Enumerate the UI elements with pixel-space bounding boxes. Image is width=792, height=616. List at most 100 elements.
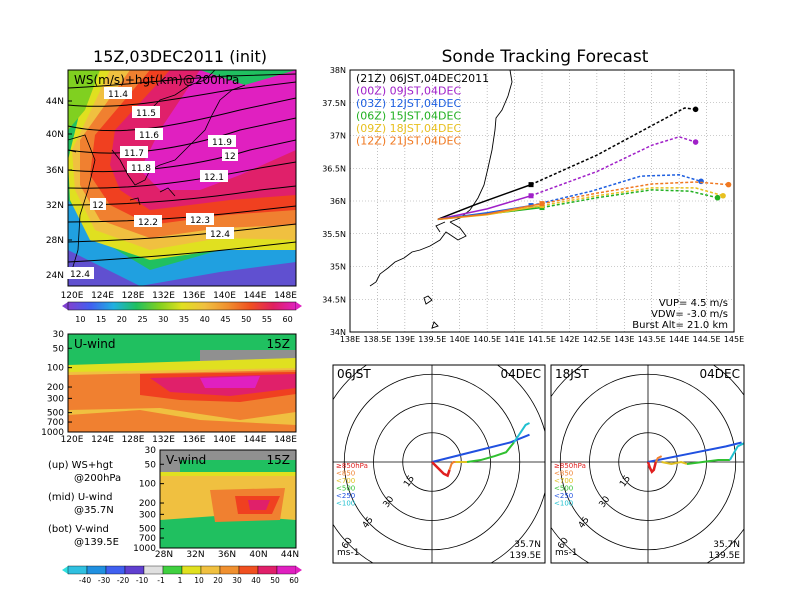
- contour-label: 11.6: [139, 131, 159, 141]
- map-lat-tick: 44N: [46, 97, 64, 107]
- track-lines: [437, 106, 732, 221]
- hodograph-legend-item: <850: [554, 470, 573, 478]
- track-line-dashed: [541, 187, 724, 207]
- hodograph-frame: [550, 364, 745, 564]
- contour-label: 12.3: [190, 216, 210, 226]
- ws-colorbar-label: 25: [137, 315, 147, 324]
- uwind-p-tick: 30: [53, 330, 65, 340]
- track-lon-tick: 139E: [395, 335, 415, 344]
- track-lat-tick: 34N: [330, 328, 346, 337]
- wind-colorbar-label: 60: [289, 576, 299, 585]
- hodograph-unit: ms-1: [337, 548, 359, 558]
- legend-mid: (mid) U-wind: [48, 492, 112, 503]
- left-title: 15Z,03DEC2011 (init): [93, 47, 267, 66]
- track-lon-tick: 141.5E: [528, 335, 556, 344]
- track-lat-tick: 38N: [330, 66, 346, 75]
- wind-colorbar: [62, 565, 302, 575]
- hodograph-segment: [513, 422, 530, 444]
- track-lat-tick: 36.5N: [322, 164, 346, 173]
- ws-map-frame: [67, 69, 297, 287]
- contour-label-box: [104, 87, 132, 99]
- map-lon-tick: 136E: [183, 291, 206, 301]
- hodograph-legend-item: <250: [554, 492, 573, 500]
- track-legend: (21Z) 06JST,04DEC2011(00Z) 09JST,04DEC(0…: [356, 72, 489, 148]
- contour-label: 12.4: [210, 230, 230, 240]
- contour-label-box: [135, 128, 163, 140]
- map-lat-tick: 24N: [46, 271, 64, 281]
- contour-label: 11.8: [131, 164, 151, 174]
- track-line-solid: [437, 195, 532, 221]
- hodograph-segment: [654, 455, 663, 463]
- uwind-p-tick: 100: [47, 364, 64, 374]
- hodograph-lat: 35.7N: [713, 540, 740, 550]
- wind-colorbar-cell: [124, 565, 145, 575]
- hodograph-legend-item: ≥850hPa: [554, 462, 586, 470]
- uwind-band-pink: [200, 376, 260, 388]
- contour-labels: 11.4 11.5 11.6 11.7 11.8 11.9 12 12 12.1 12.2 12.3…: [66, 87, 238, 280]
- track-lat-ticks: 38N 37.5N 37N 36.5N 36N 35.5N 35N 34.5N 34N: [322, 66, 346, 337]
- wind-colorbar-label: -40: [79, 576, 91, 585]
- wind-colorbar-label: -20: [117, 576, 129, 585]
- wind-colorbar-label: -1: [157, 576, 165, 585]
- param-burst: Burst Alt= 21.0 km: [632, 320, 728, 331]
- hodograph-ring-label: 45: [361, 515, 376, 530]
- track-lat-tick: 36N: [330, 197, 346, 206]
- track-legend-item: (06Z) 15JST,04DEC: [356, 110, 461, 123]
- track-lon-tick: 138E: [340, 335, 360, 344]
- track-lon-tick: 139.5E: [418, 335, 446, 344]
- wind-colorbar-label: 1: [178, 576, 183, 585]
- uwind-lon-tick: 132E: [152, 435, 175, 445]
- hodograph-segment: [431, 461, 451, 478]
- uwind-lon-tick: 148E: [274, 435, 297, 445]
- wind-colorbar-cell: [86, 565, 107, 575]
- track-landing-marker: [714, 194, 721, 201]
- uwind-lon-tick: 120E: [61, 435, 84, 445]
- track-line-dashed: [541, 181, 729, 205]
- track-landing-marker: [725, 181, 732, 188]
- wind-colorbar-label: 50: [270, 576, 280, 585]
- vwind-p-tick: 30: [145, 446, 157, 456]
- contour-label: 12: [92, 201, 103, 211]
- ws-band-nw: [68, 70, 100, 130]
- ws-colorbar-label: 10: [75, 315, 85, 324]
- wind-colorbar-cell: [200, 565, 221, 575]
- track-legend-item: (09Z) 18JST,04DEC: [356, 122, 461, 135]
- track-coastline: [369, 69, 513, 329]
- map-lon-tick: 124E: [91, 291, 114, 301]
- uwind-frame: [67, 333, 297, 433]
- hgt-contours: [68, 73, 296, 263]
- wind-colorbar-label: -10: [136, 576, 148, 585]
- ws-colorbar-label: 20: [117, 315, 127, 324]
- vwind-p-tick: 700: [139, 534, 156, 544]
- track-legend-item: (00Z) 09JST,04DEC: [356, 85, 461, 98]
- contour-label: 11.9: [212, 138, 232, 148]
- hodograph-lon: 139.5E: [510, 551, 542, 561]
- ws-colorbar-label: 60: [283, 315, 293, 324]
- hodograph-legend-item: <500: [336, 485, 355, 493]
- ws-colorbar-label: 50: [241, 315, 251, 324]
- vwind-band-core: [248, 500, 270, 510]
- vwind-lat-tick: 28N: [155, 550, 173, 560]
- hodograph-unit: ms-1: [555, 548, 577, 558]
- uwind-lon-ticks: 120E 124E 128E 132E 136E 140E 144E 148E: [61, 435, 298, 445]
- hodograph-lon: 139.5E: [709, 551, 741, 561]
- hodograph-ring-label: 45: [577, 515, 592, 530]
- uwind-lon-tick: 128E: [122, 435, 145, 445]
- track-landing-marker: [692, 106, 699, 113]
- track-lat-tick: 37N: [330, 132, 346, 141]
- track-lon-tick: 140E: [450, 335, 470, 344]
- legend-mid2: @35.7N: [74, 505, 114, 516]
- wind-colorbar-label: 40: [251, 576, 261, 585]
- track-lat-tick: 35N: [330, 263, 346, 272]
- contour-label-box: [206, 227, 234, 239]
- track-burst-marker: [539, 201, 545, 207]
- track-lon-tick: 140.5E: [473, 335, 501, 344]
- hodograph-legend-item: ≥850hPa: [336, 462, 368, 470]
- vwind-p-tick: 500: [139, 525, 156, 535]
- ws-colorbar: [62, 301, 302, 311]
- hodograph-segment: [646, 461, 658, 474]
- hodograph-segment: [448, 461, 456, 471]
